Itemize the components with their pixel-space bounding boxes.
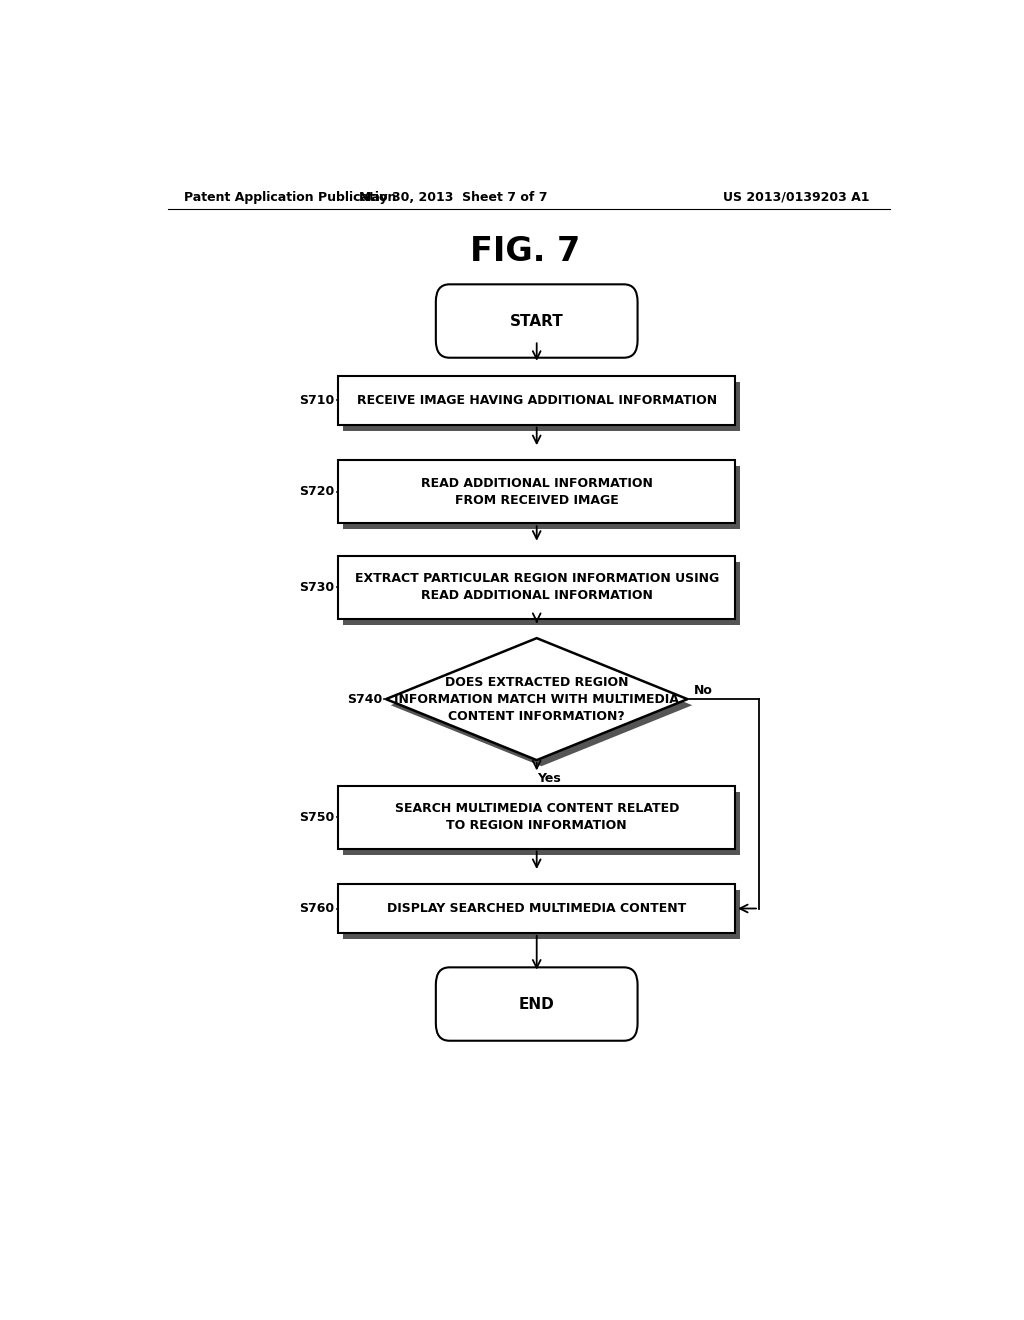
Bar [343,562,740,624]
Bar [338,376,735,425]
FancyBboxPatch shape [436,284,638,358]
Bar [338,556,735,619]
Text: READ ADDITIONAL INFORMATION
FROM RECEIVED IMAGE: READ ADDITIONAL INFORMATION FROM RECEIVE… [421,477,652,507]
Text: RECEIVE IMAGE HAVING ADDITIONAL INFORMATION: RECEIVE IMAGE HAVING ADDITIONAL INFORMAT… [356,393,717,407]
Text: S740: S740 [347,693,382,706]
Bar [343,381,740,430]
Text: S710: S710 [299,393,334,407]
Text: FIG. 7: FIG. 7 [470,235,580,268]
Text: DOES EXTRACTED REGION
INFORMATION MATCH WITH MULTIMEDIA
CONTENT INFORMATION?: DOES EXTRACTED REGION INFORMATION MATCH … [394,676,679,722]
Text: No: No [694,685,713,697]
Text: DISPLAY SEARCHED MULTIMEDIA CONTENT: DISPLAY SEARCHED MULTIMEDIA CONTENT [387,902,686,915]
FancyBboxPatch shape [436,968,638,1040]
Text: US 2013/0139203 A1: US 2013/0139203 A1 [723,190,869,203]
Text: EXTRACT PARTICULAR REGION INFORMATION USING
READ ADDITIONAL INFORMATION: EXTRACT PARTICULAR REGION INFORMATION US… [354,573,719,602]
Text: S720: S720 [299,486,334,498]
Bar [343,890,740,939]
Bar [338,884,735,933]
Text: END: END [519,997,555,1011]
Text: START: START [510,314,563,329]
Text: S750: S750 [299,810,334,824]
Text: SEARCH MULTIMEDIA CONTENT RELATED
TO REGION INFORMATION: SEARCH MULTIMEDIA CONTENT RELATED TO REG… [394,803,679,832]
Text: May 30, 2013  Sheet 7 of 7: May 30, 2013 Sheet 7 of 7 [359,190,548,203]
Text: Yes: Yes [537,772,560,785]
Polygon shape [391,644,692,766]
Text: Patent Application Publication: Patent Application Publication [183,190,396,203]
Bar [338,461,735,523]
Bar [343,792,740,854]
Text: S730: S730 [299,581,334,594]
Bar [338,785,735,849]
Polygon shape [386,638,687,760]
Text: S760: S760 [299,902,334,915]
Bar [343,466,740,529]
